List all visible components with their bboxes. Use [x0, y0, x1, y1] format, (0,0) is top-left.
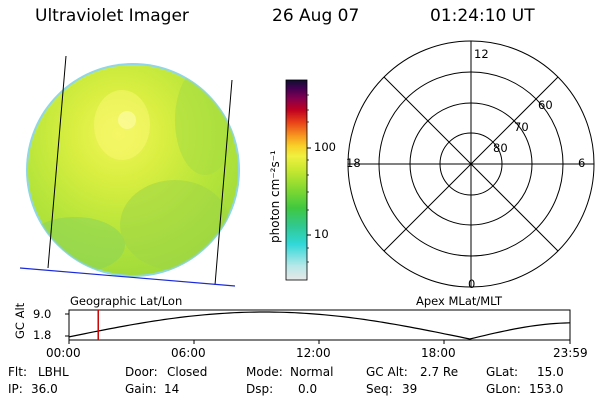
glat-value: 15.0	[537, 365, 564, 379]
mlt-label-18: 18	[346, 156, 361, 170]
gain-value: 14	[164, 382, 180, 396]
swath-left-edge	[47, 55, 67, 269]
mlt-label-12: 12	[474, 47, 489, 61]
filter-label: Flt:	[8, 365, 27, 379]
altitude-chart	[65, 309, 571, 344]
latlon-grid-line	[19, 267, 236, 287]
time-axis-tick: 00:00	[46, 346, 81, 360]
polar-projection-label: Apex MLat/MLT	[416, 294, 503, 308]
mlat-label-60: 60	[538, 98, 553, 112]
time-axis-tick: 06:00	[171, 346, 206, 360]
seq-value: 39	[402, 382, 418, 396]
time-readout: 01:24:10 UT	[430, 6, 535, 26]
glon-label: GLon:	[486, 382, 521, 396]
altitude-ylabel: GC Alt	[13, 302, 27, 339]
projection-label: Geographic Lat/Lon	[70, 294, 183, 308]
time-axis-tick: 23:59	[553, 346, 588, 360]
time-axis-tick: 18:00	[421, 346, 456, 360]
date-readout: 26 Aug 07	[272, 6, 360, 26]
gcalt-label: GC Alt:	[366, 365, 408, 379]
mlt-label-0: 0	[468, 277, 476, 291]
colorbar	[285, 79, 311, 281]
door-label: Door:	[125, 365, 158, 379]
colorbar-tick-label: 10	[314, 227, 329, 241]
gain-label: Gain:	[125, 382, 157, 396]
polar-plot	[347, 40, 595, 288]
colorbar-tick-label: 100	[314, 140, 336, 154]
ip-label: IP:	[8, 382, 23, 396]
swath-right-edge	[214, 79, 233, 286]
mlat-label-70: 70	[514, 120, 529, 134]
mode-label: Mode:	[246, 365, 283, 379]
filter-value: LBHL	[38, 365, 69, 379]
seq-label: Seq:	[366, 382, 393, 396]
altitude-ytick: 1.8	[33, 328, 52, 342]
dsp-label: Dsp:	[246, 382, 274, 396]
altitude-ytick: 9.0	[33, 307, 52, 321]
time-axis-tick: 12:00	[296, 346, 331, 360]
mlat-label-80: 80	[493, 141, 508, 155]
ip-value: 36.0	[31, 382, 58, 396]
mlt-diagonal-15-3	[383, 76, 559, 252]
mlt-label-6: 6	[578, 156, 586, 170]
glat-label: GLat:	[486, 365, 519, 379]
instrument-title: Ultraviolet Imager	[35, 6, 189, 26]
colorbar-unit-label: photon cm⁻²s⁻¹	[268, 150, 282, 243]
orbit-altitude-curve	[68, 311, 571, 340]
glon-value: 153.0	[529, 382, 564, 396]
gcalt-value: 2.7 Re	[420, 365, 459, 379]
door-value: Closed	[167, 365, 208, 379]
mode-value: Normal	[290, 365, 334, 379]
dsp-value: 0.0	[298, 382, 318, 396]
uv-image-disk	[19, 55, 240, 287]
